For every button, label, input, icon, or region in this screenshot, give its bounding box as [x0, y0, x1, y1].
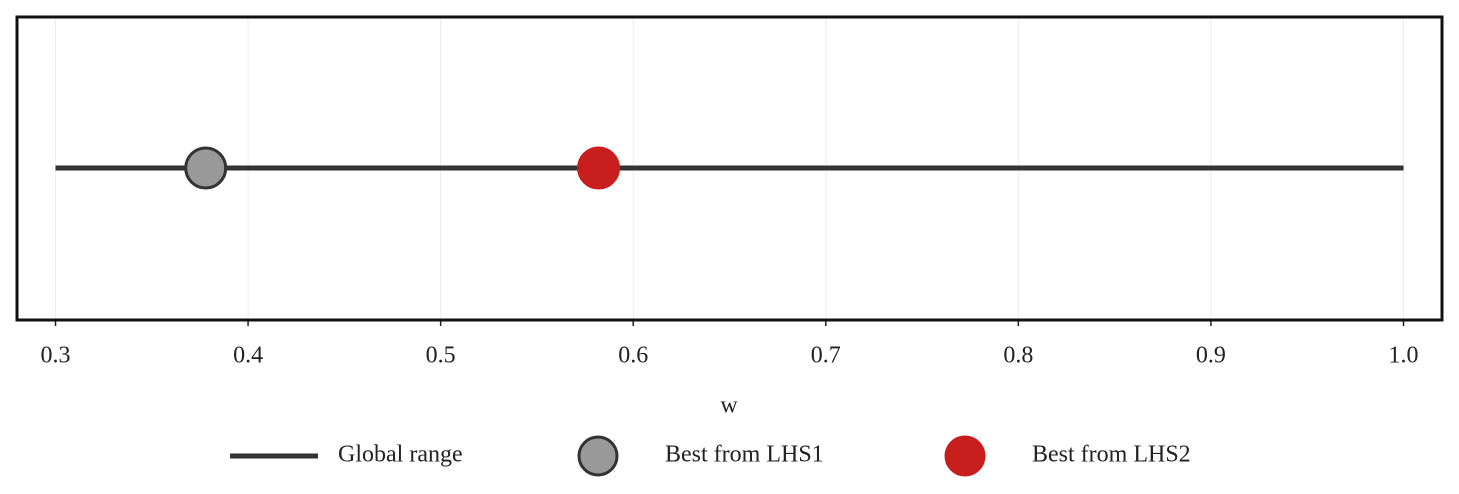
legend-label: Best from LHS1 [665, 442, 824, 468]
plot-frame [15, 15, 1444, 322]
legend-label: Global range [338, 442, 463, 468]
x-tick-label: 0.8 [1003, 343, 1033, 369]
legend-swatch [944, 435, 986, 477]
x-tick-label: 0.5 [426, 343, 456, 369]
x-tick-label: 0.9 [1196, 343, 1226, 369]
x-tick-label: 0.7 [811, 343, 841, 369]
best-point [577, 146, 621, 190]
x-axis-label: w [720, 393, 738, 419]
legend-swatch [577, 435, 619, 477]
best-point [184, 146, 228, 190]
x-tick-label: 0.4 [233, 343, 263, 369]
legend-label: Best from LHS2 [1032, 442, 1191, 468]
x-tick-label: 1.0 [1388, 343, 1418, 369]
x-tick-label: 0.6 [618, 343, 648, 369]
x-tick-label: 0.3 [41, 343, 71, 369]
